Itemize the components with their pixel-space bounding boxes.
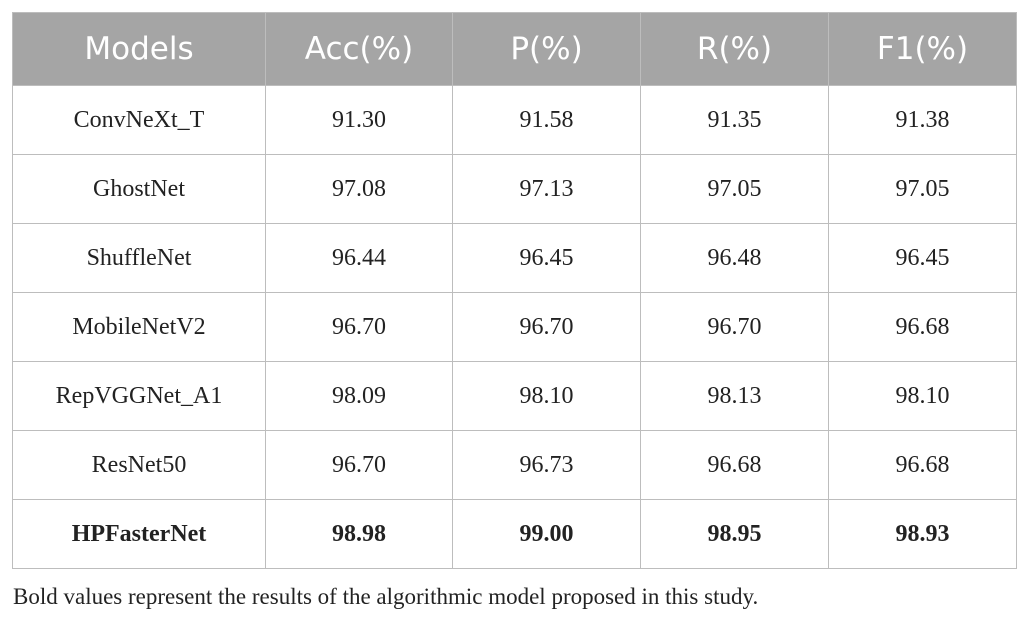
value-cell: 91.30 [265, 85, 453, 155]
table-row: GhostNet 97.08 97.13 97.05 97.05 [12, 154, 1017, 224]
value-cell: 98.10 [828, 361, 1017, 431]
table-row: ConvNeXt_T 91.30 91.58 91.35 91.38 [12, 85, 1017, 155]
header-cell: P(%) [452, 12, 641, 86]
results-table: Models Acc(%) P(%) R(%) F1(%) ConvNeXt_T 91.3… [12, 12, 1017, 569]
table-row: MobileNetV2 96.70 96.70 96.70 96.68 [12, 292, 1017, 362]
value-cell: 96.68 [828, 430, 1017, 500]
value-cell: 96.70 [265, 292, 453, 362]
value-cell: 98.93 [828, 499, 1017, 569]
header-cell: R(%) [640, 12, 829, 86]
value-cell: 91.58 [452, 85, 641, 155]
value-cell: 98.95 [640, 499, 829, 569]
table-row: ResNet50 96.70 96.73 96.68 96.68 [12, 430, 1017, 500]
value-cell: 96.45 [452, 223, 641, 293]
value-cell: 96.68 [828, 292, 1017, 362]
model-cell: ShuffleNet [12, 223, 266, 293]
value-cell: 98.10 [452, 361, 641, 431]
table-row: HPFasterNet 98.98 99.00 98.95 98.93 [12, 499, 1017, 569]
header-cell: Models [12, 12, 266, 86]
header-row: Models Acc(%) P(%) R(%) F1(%) [12, 12, 1017, 86]
value-cell: 99.00 [452, 499, 641, 569]
model-cell: MobileNetV2 [12, 292, 266, 362]
header-cell: Acc(%) [265, 12, 453, 86]
value-cell: 98.09 [265, 361, 453, 431]
value-cell: 97.13 [452, 154, 641, 224]
value-cell: 97.08 [265, 154, 453, 224]
value-cell: 91.35 [640, 85, 829, 155]
value-cell: 98.13 [640, 361, 829, 431]
table-body: ConvNeXt_T 91.30 91.58 91.35 91.38 GhostNet 97… [12, 85, 1017, 569]
value-cell: 98.98 [265, 499, 453, 569]
model-cell: ConvNeXt_T [12, 85, 266, 155]
model-cell: HPFasterNet [12, 499, 266, 569]
value-cell: 96.68 [640, 430, 829, 500]
header-cell: F1(%) [828, 12, 1017, 86]
value-cell: 97.05 [828, 154, 1017, 224]
table-row: ShuffleNet 96.44 96.45 96.48 96.45 [12, 223, 1017, 293]
table-row: RepVGGNet_A1 98.09 98.10 98.13 98.10 [12, 361, 1017, 431]
value-cell: 91.38 [828, 85, 1017, 155]
value-cell: 96.45 [828, 223, 1017, 293]
value-cell: 96.48 [640, 223, 829, 293]
value-cell: 96.44 [265, 223, 453, 293]
value-cell: 96.73 [452, 430, 641, 500]
model-cell: ResNet50 [12, 430, 266, 500]
model-cell: RepVGGNet_A1 [12, 361, 266, 431]
model-cell: GhostNet [12, 154, 266, 224]
value-cell: 96.70 [640, 292, 829, 362]
footnote: Bold values represent the results of the… [13, 584, 759, 609]
value-cell: 97.05 [640, 154, 829, 224]
value-cell: 96.70 [265, 430, 453, 500]
value-cell: 96.70 [452, 292, 641, 362]
